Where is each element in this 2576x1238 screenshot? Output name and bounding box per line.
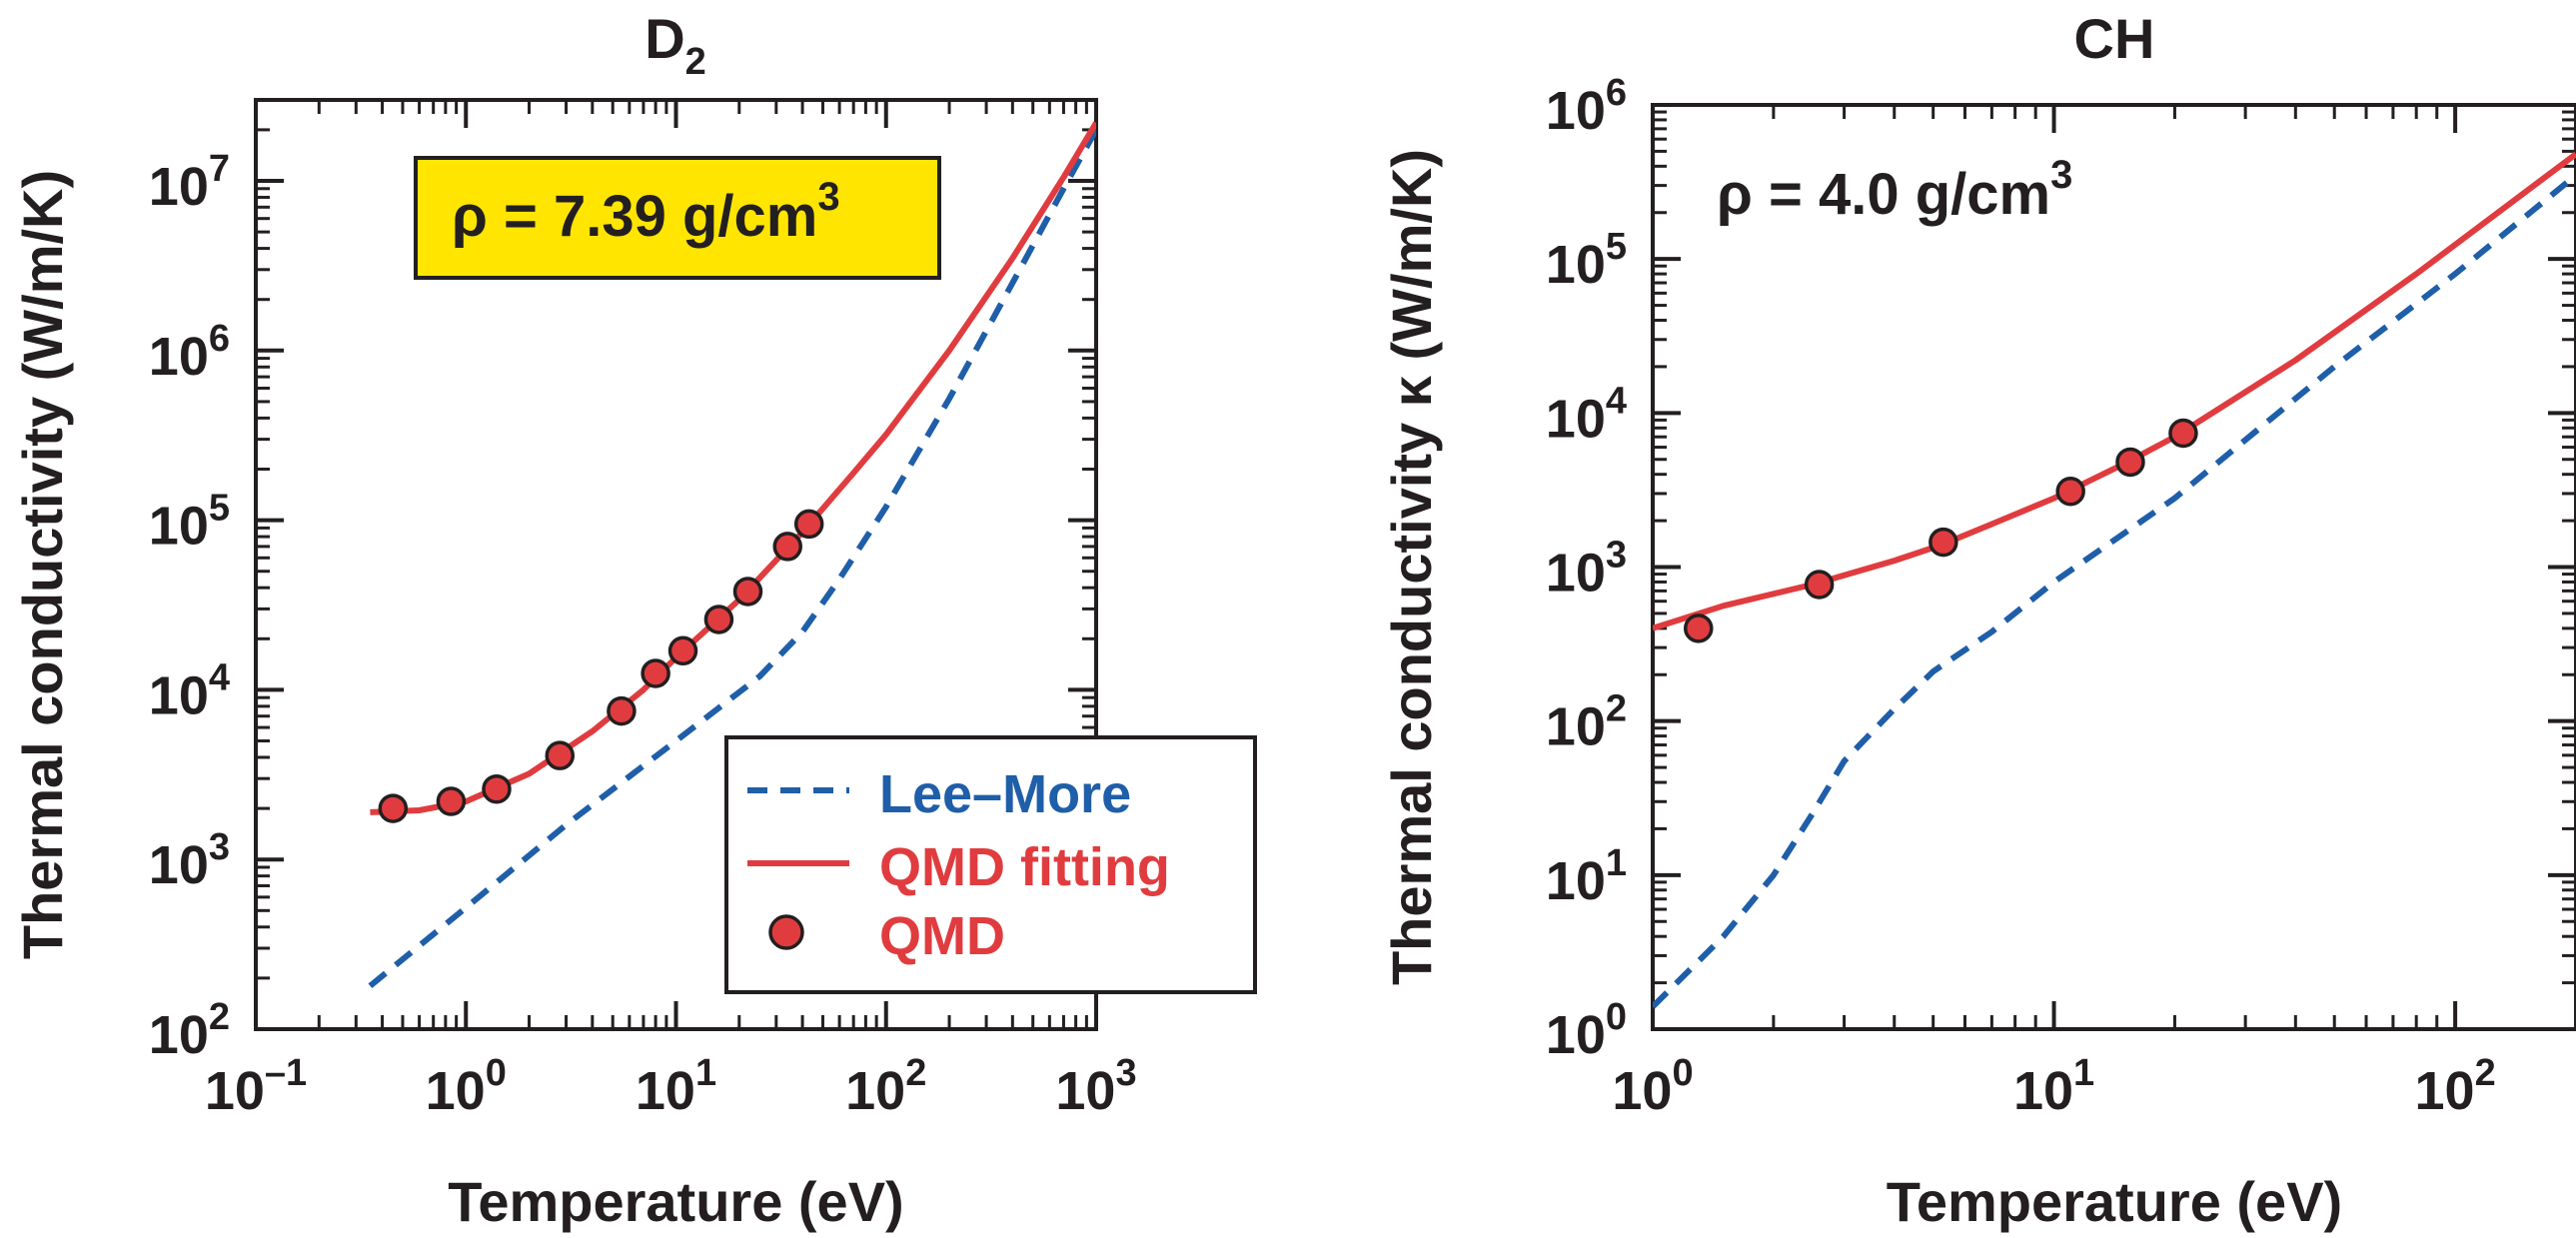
data-point: [2115, 447, 2145, 478]
y-tick-label: 103: [149, 826, 230, 895]
y-axis-label: Thermal conductivity κ (W/m/K): [1380, 149, 1443, 985]
data-point: [1929, 527, 1958, 558]
y-tick-label: 101: [1546, 842, 1627, 911]
chart-d2: 10–1 100 101 102 103 102 103 104 105 106 107 D2 Temp…: [11, 7, 1257, 1233]
legend-label: Lee–More: [879, 764, 1131, 824]
chart-title: CH: [2074, 7, 2155, 70]
data-point: [545, 740, 576, 770]
annotation-box: [414, 156, 941, 280]
x-axis-label: Temperature (eV): [1887, 1170, 2342, 1233]
series-qmd-markers: [1684, 418, 2198, 643]
data-point: [793, 509, 824, 540]
legend: Lee–More QMD fitting QMD: [724, 735, 1257, 994]
x-tick-label: 101: [636, 1052, 716, 1121]
data-point: [703, 605, 734, 634]
x-tick-label: 102: [845, 1052, 926, 1121]
x-axis-label: Temperature (eV): [448, 1170, 903, 1233]
data-point: [2168, 418, 2198, 449]
y-tick-label: 105: [1546, 226, 1627, 295]
data-point: [378, 793, 409, 823]
series-qmd-fitting-line: [1653, 151, 2576, 631]
y-axis-label: Thermal conductivity (W/m/K): [11, 170, 74, 959]
x-tick-label: 100: [426, 1052, 507, 1121]
x-tick-label: 10–1: [205, 1052, 307, 1121]
data-point: [1804, 570, 1835, 600]
y-tick-label: 106: [1546, 72, 1627, 141]
x-tick-label: 101: [2013, 1052, 2094, 1121]
y-tick-label: 103: [1546, 535, 1627, 604]
y-tick-label: 104: [149, 656, 230, 725]
x-tick-label: 102: [2415, 1052, 2496, 1121]
x-tick-label: 100: [1612, 1052, 1693, 1121]
legend-label: QMD fitting: [879, 837, 1170, 897]
y-tick-label: 100: [1546, 996, 1627, 1065]
data-point: [641, 658, 670, 688]
data-point: [667, 635, 698, 666]
data-point: [482, 773, 512, 804]
data-point: [2055, 476, 2085, 507]
series-qmd-markers: [378, 509, 824, 823]
y-tick-label: 102: [149, 996, 230, 1065]
y-tick-label: 106: [149, 318, 230, 387]
series-lee-more-line: [1653, 172, 2576, 1009]
data-point: [436, 786, 467, 816]
y-tick-label: 104: [1546, 380, 1627, 449]
data-point: [772, 532, 802, 562]
y-tick-label: 105: [149, 488, 230, 557]
density-annotation: ρ = 4.0 g/cm3: [1717, 153, 2072, 227]
x-tick-label: 103: [1055, 1052, 1136, 1121]
legend-label: QMD: [879, 906, 1005, 966]
chart-ch: 100 101 102 100 101 102 103 104 105 106 CH Temperat…: [1380, 7, 2576, 1233]
y-tick-label: 102: [1546, 688, 1627, 757]
chart-title: D2: [644, 7, 706, 83]
series-lee-more-line: [368, 128, 1096, 989]
minor-ticks: [1653, 105, 2576, 1029]
data-point: [732, 577, 763, 607]
plot-frame: [1651, 103, 2576, 1031]
density-annotation: ρ = 7.39 g/cm3: [452, 175, 840, 249]
data-point: [607, 695, 637, 726]
y-tick-label: 107: [149, 148, 230, 217]
legend-marker: [768, 914, 804, 950]
data-point: [1684, 614, 1714, 643]
